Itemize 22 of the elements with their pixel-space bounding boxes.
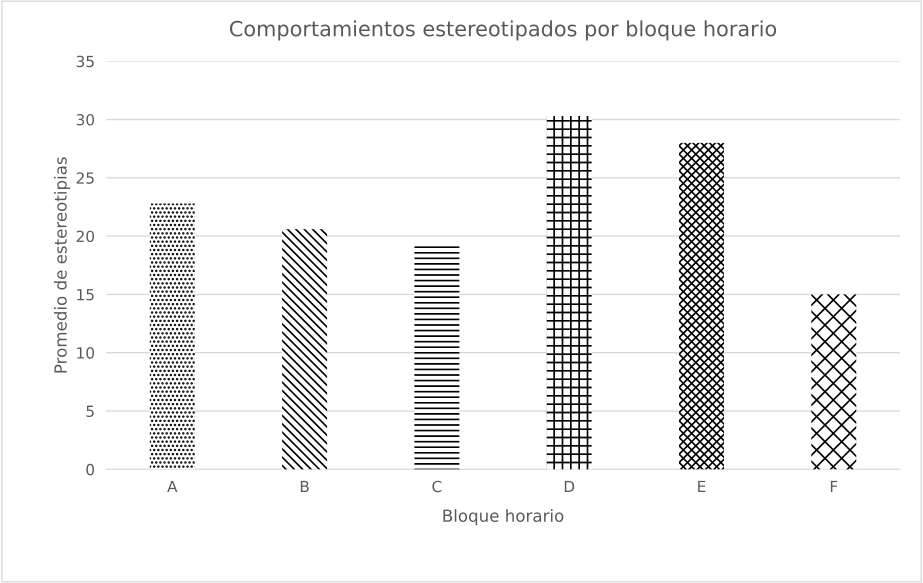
x-tick-label: F — [830, 480, 838, 492]
chart-title: Comportamientos estereotipados por bloque horario — [230, 20, 776, 41]
bar — [546, 116, 592, 470]
bar — [678, 142, 724, 470]
bar — [150, 203, 195, 470]
y-tick-label: 10 — [77, 347, 94, 359]
bar — [811, 294, 856, 470]
y-tick-label: 5 — [86, 406, 94, 418]
y-tick-label: 0 — [86, 464, 94, 476]
bar — [282, 229, 328, 470]
x-axis-title: Bloque horario — [443, 509, 564, 526]
y-tick-label: 20 — [76, 230, 94, 242]
y-axis-title: Promedio de estereotipias — [54, 157, 70, 372]
y-tick-label: 30 — [76, 114, 94, 126]
y-tick-label: 25 — [76, 172, 94, 184]
x-tick-label: E — [698, 480, 706, 492]
y-tick-label: 15 — [77, 289, 94, 300]
y-tick-label: 35 — [76, 56, 94, 68]
x-tick-label: C — [432, 480, 442, 492]
x-tick-label: A — [167, 480, 178, 492]
x-tick-label: D — [564, 480, 574, 492]
x-tick-label: B — [300, 480, 309, 492]
